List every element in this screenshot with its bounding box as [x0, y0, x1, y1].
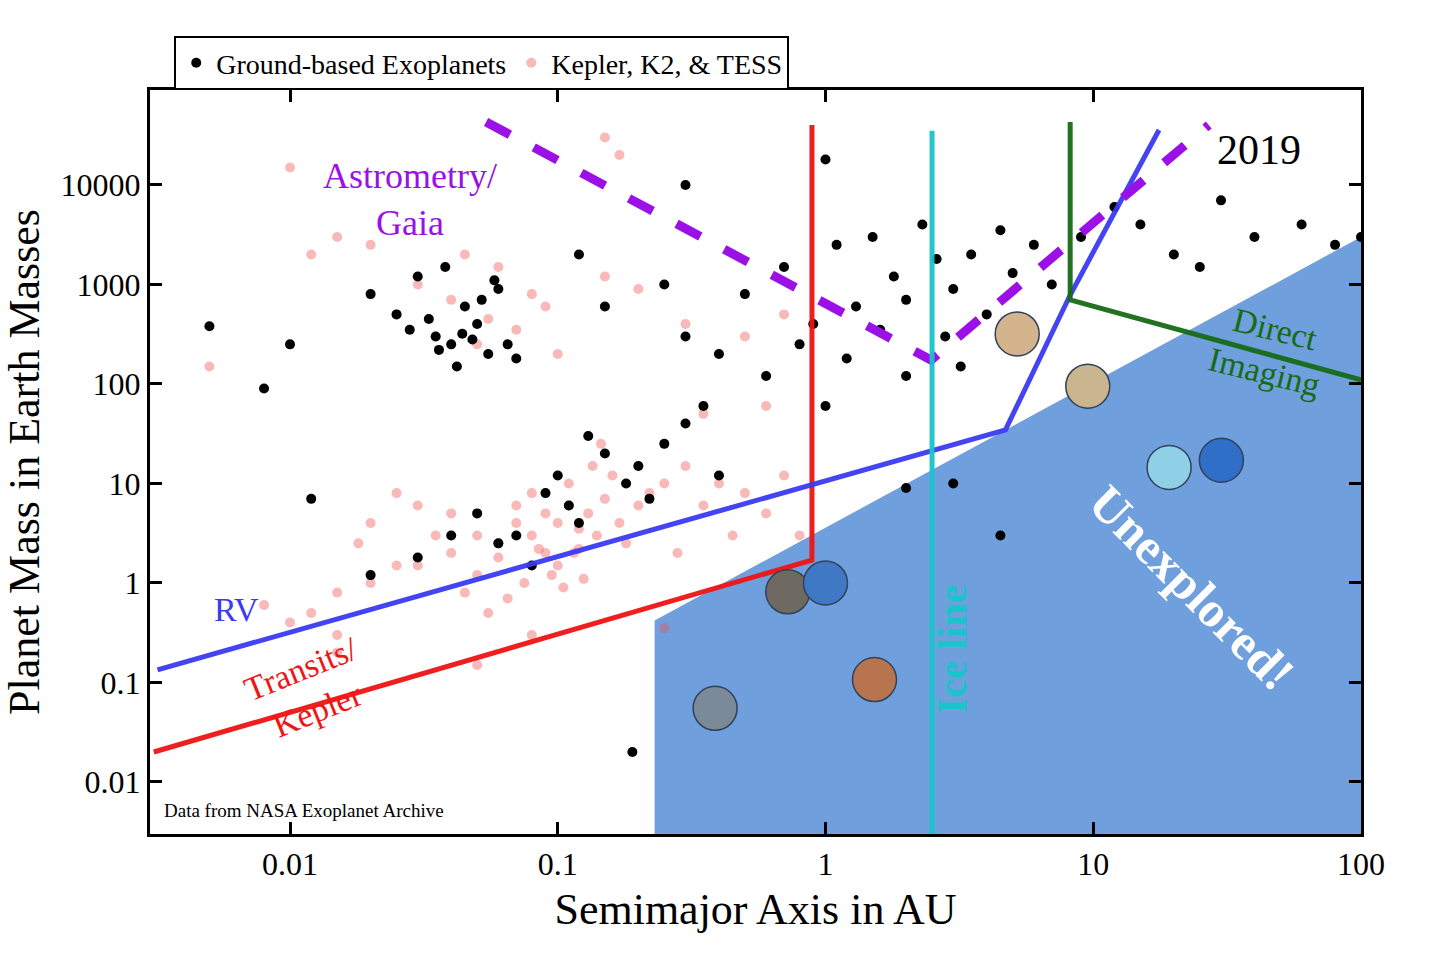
svg-text:Data from NASA Exoplanet Archi: Data from NASA Exoplanet Archive — [164, 800, 444, 821]
svg-text:1: 1 — [125, 565, 141, 601]
svg-text:0.1: 0.1 — [538, 846, 578, 882]
svg-text:Planet Mass in Earth Masses: Planet Mass in Earth Masses — [0, 209, 49, 715]
svg-text:0.01: 0.01 — [262, 846, 318, 882]
svg-text:10: 10 — [1077, 846, 1109, 882]
svg-text:1000: 1000 — [77, 267, 141, 303]
svg-text:DirectImaging: DirectImaging — [1205, 297, 1335, 403]
svg-text:Semimajor Axis in AU: Semimajor Axis in AU — [554, 885, 956, 934]
svg-text:100: 100 — [1337, 846, 1385, 882]
svg-text:0.01: 0.01 — [85, 764, 141, 800]
svg-text:2019: 2019 — [1217, 127, 1301, 173]
svg-text:10: 10 — [109, 466, 141, 502]
svg-text:10000: 10000 — [61, 167, 141, 203]
svg-text:Ice line: Ice line — [929, 585, 975, 714]
svg-text:1: 1 — [818, 846, 834, 882]
svg-text:0.1: 0.1 — [101, 665, 141, 701]
svg-text:Ground-based Exoplanets: Ground-based Exoplanets — [216, 49, 506, 80]
svg-text:Transits/Kepler: Transits/Kepler — [239, 630, 379, 750]
svg-text:Unexplored!: Unexplored! — [1078, 474, 1306, 702]
svg-text:Kepler, K2, & TESS: Kepler, K2, & TESS — [551, 49, 782, 80]
svg-text:RV: RV — [214, 591, 259, 628]
svg-text:Astrometry/Gaia: Astrometry/Gaia — [323, 156, 497, 243]
svg-text:100: 100 — [93, 366, 141, 402]
